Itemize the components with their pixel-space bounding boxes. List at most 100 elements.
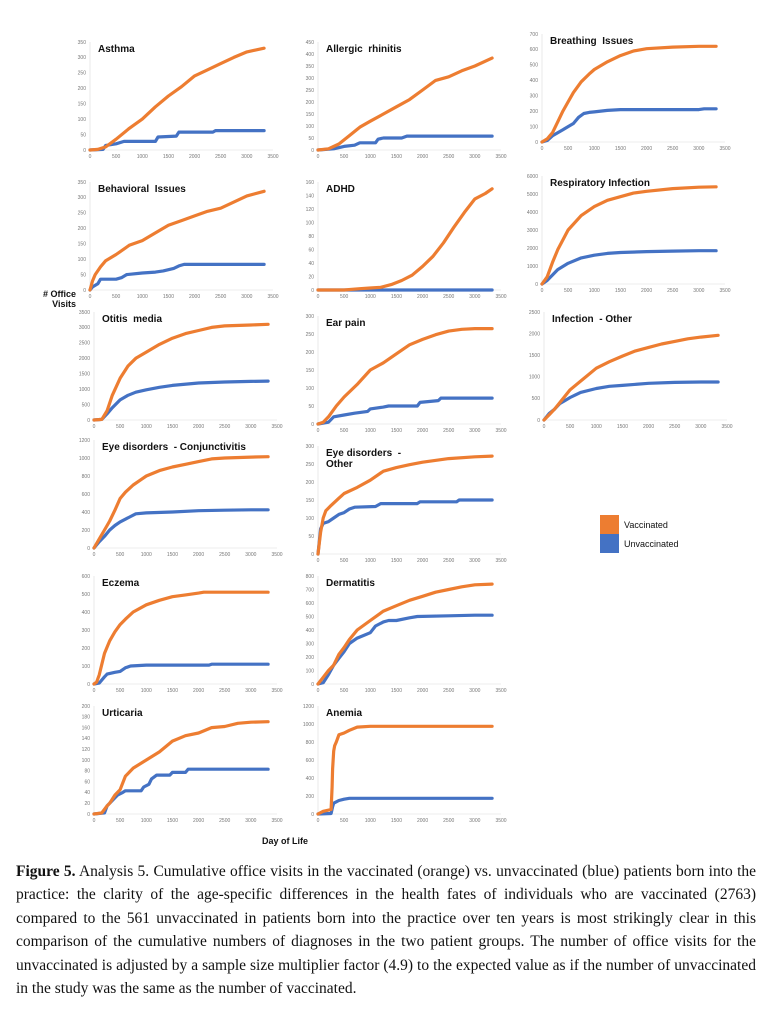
x-tick-label: 2500 (215, 154, 226, 160)
plot-area: 0 100 200 300 400 500 600 700 800 0 500 1000 1500 200… (306, 574, 507, 694)
x-axis-label: Day of Life (262, 836, 309, 846)
y-tick-label: 1000 (527, 264, 538, 270)
x-tick-label: 1000 (365, 294, 376, 300)
x-tick-label: 1000 (589, 288, 600, 294)
series-line-vaccinated (540, 185, 718, 286)
chart-panel-eye-other: 0 50 100 150 200 250 300 0 500 1000 1500 2000 2500 30… (296, 442, 519, 575)
x-tick-label: 2000 (417, 294, 428, 300)
y-tick-label: 800 (306, 740, 315, 746)
y-tick-label: 3500 (79, 310, 90, 316)
y-tick-label: 120 (82, 747, 91, 753)
x-tick-label: 1000 (141, 552, 152, 558)
y-tick-label: 200 (530, 109, 539, 115)
plot-area: 0 100 200 300 400 500 600 700 0 500 1000 1500 2000 25… (530, 32, 731, 152)
x-tick-label: 3000 (245, 818, 256, 824)
x-tick-label: 0 (541, 146, 544, 152)
y-tick-label: 0 (83, 148, 86, 154)
y-tick-label: 120 (306, 207, 315, 213)
chart-title: Behavioral Issues (98, 184, 186, 195)
plot-area: 0 50 100 150 200 250 300 350 400 450 0 500 1000 1500 2… (306, 40, 507, 160)
y-tick-label: 350 (78, 40, 87, 46)
x-tick-label: 1500 (391, 428, 402, 434)
chart-title: Eczema (102, 578, 140, 589)
y-tick-label: 50 (80, 272, 86, 278)
x-tick-label: 0 (89, 294, 92, 300)
y-tick-label: 700 (306, 587, 315, 593)
x-tick-label: 2000 (641, 288, 652, 294)
chart-svg: 0 100 200 300 400 500 600 0 500 1000 1500 2000 2500 3… (82, 574, 283, 694)
x-tick-label: 3500 (271, 424, 282, 430)
chart-title: Ear pain (326, 318, 365, 329)
series-line-unvaccinated (316, 498, 494, 556)
x-tick-label: 3500 (267, 154, 278, 160)
x-tick-label: 1000 (137, 154, 148, 160)
y-tick-label: 600 (82, 574, 91, 580)
y-tick-label: 140 (306, 193, 315, 199)
y-tick-label: 800 (306, 574, 315, 580)
y-tick-label: 400 (306, 776, 315, 782)
x-tick-label: 1000 (365, 154, 376, 160)
x-tick-label: 2000 (189, 294, 200, 300)
chart-title: Anemia (326, 708, 363, 719)
chart-title: ADHD (326, 184, 355, 195)
x-tick-label: 500 (112, 294, 121, 300)
chart-title: Urticaria (102, 708, 143, 719)
plot-area: 0 200 400 600 800 1000 1200 0 500 1000 1500 2000 250… (79, 438, 283, 558)
x-tick-label: 2500 (219, 688, 230, 694)
y-tick-label: 0 (87, 418, 90, 424)
chart-panel-eczema: 0 100 200 300 400 500 600 0 500 1000 1500 2000 2500 3… (72, 572, 295, 705)
x-tick-label: 2000 (417, 558, 428, 564)
x-tick-label: 500 (566, 424, 575, 430)
x-tick-label: 1000 (365, 428, 376, 434)
x-tick-label: 1500 (167, 552, 178, 558)
y-tick-label: 300 (306, 76, 315, 82)
chart-svg: 0 1000 2000 3000 4000 5000 6000 0 500 1000 1500 200… (527, 174, 731, 294)
y-tick-label: 300 (306, 444, 315, 450)
x-tick-label: 500 (564, 288, 573, 294)
y-tick-label: 200 (306, 100, 315, 106)
x-tick-label: 2500 (443, 818, 454, 824)
chart-panel-dermatitis: 0 100 200 300 400 500 600 700 800 0 500 1000 1500 200… (296, 572, 519, 705)
x-tick-label: 3500 (267, 294, 278, 300)
x-tick-label: 1500 (391, 154, 402, 160)
x-tick-label: 0 (93, 688, 96, 694)
x-tick-label: 1500 (167, 424, 178, 430)
chart-svg: 0 200 400 600 800 1000 1200 0 500 1000 1500 2000 250… (79, 438, 283, 558)
x-tick-label: 3500 (271, 552, 282, 558)
series-line-vaccinated (92, 590, 270, 686)
y-tick-label: 40 (308, 261, 314, 267)
x-tick-label: 3000 (241, 154, 252, 160)
y-tick-label: 0 (535, 282, 538, 288)
y-tick-label: 1000 (79, 387, 90, 393)
x-tick-label: 3000 (469, 294, 480, 300)
y-tick-label: 1200 (79, 438, 90, 444)
x-tick-label: 0 (317, 294, 320, 300)
x-tick-label: 2500 (219, 552, 230, 558)
x-tick-label: 3000 (241, 294, 252, 300)
y-tick-label: 100 (306, 220, 315, 226)
legend-label: Unvaccinated (624, 538, 679, 549)
x-tick-label: 3000 (469, 688, 480, 694)
y-tick-label: 0 (87, 546, 90, 552)
series-line-unvaccinated (542, 380, 720, 422)
chart-title: Eye disorders - Conjunctivitis (102, 442, 246, 453)
caption-text: Analysis 5. Cumulative office visits in … (16, 863, 757, 998)
x-tick-label: 3000 (245, 688, 256, 694)
series-line-unvaccinated (88, 262, 266, 292)
x-tick-label: 2500 (219, 818, 230, 824)
x-tick-label: 1500 (617, 424, 628, 430)
x-tick-label: 3500 (495, 558, 506, 564)
legend-swatch-vaccinated (600, 515, 619, 534)
chart-panel-infection-other: 0 500 1000 1500 2000 2500 0 500 1000 1500 2000 2500… (522, 308, 745, 441)
y-tick-label: 2500 (79, 341, 90, 347)
y-tick-label: 80 (84, 769, 90, 775)
chart-panel-ear-pain: 0 50 100 150 200 250 300 0 500 1000 1500 2000 2500 30… (296, 312, 519, 445)
chart-panel-allergic-rhinitis: 0 50 100 150 200 250 300 350 400 450 0 500 1000 1500 2… (296, 38, 519, 171)
chart-title: Dermatitis (326, 578, 375, 589)
y-tick-label: 100 (306, 124, 315, 130)
x-tick-label: 2000 (193, 552, 204, 558)
x-tick-label: 1000 (141, 424, 152, 430)
y-tick-label: 450 (306, 40, 315, 46)
y-tick-label: 3000 (527, 228, 538, 234)
